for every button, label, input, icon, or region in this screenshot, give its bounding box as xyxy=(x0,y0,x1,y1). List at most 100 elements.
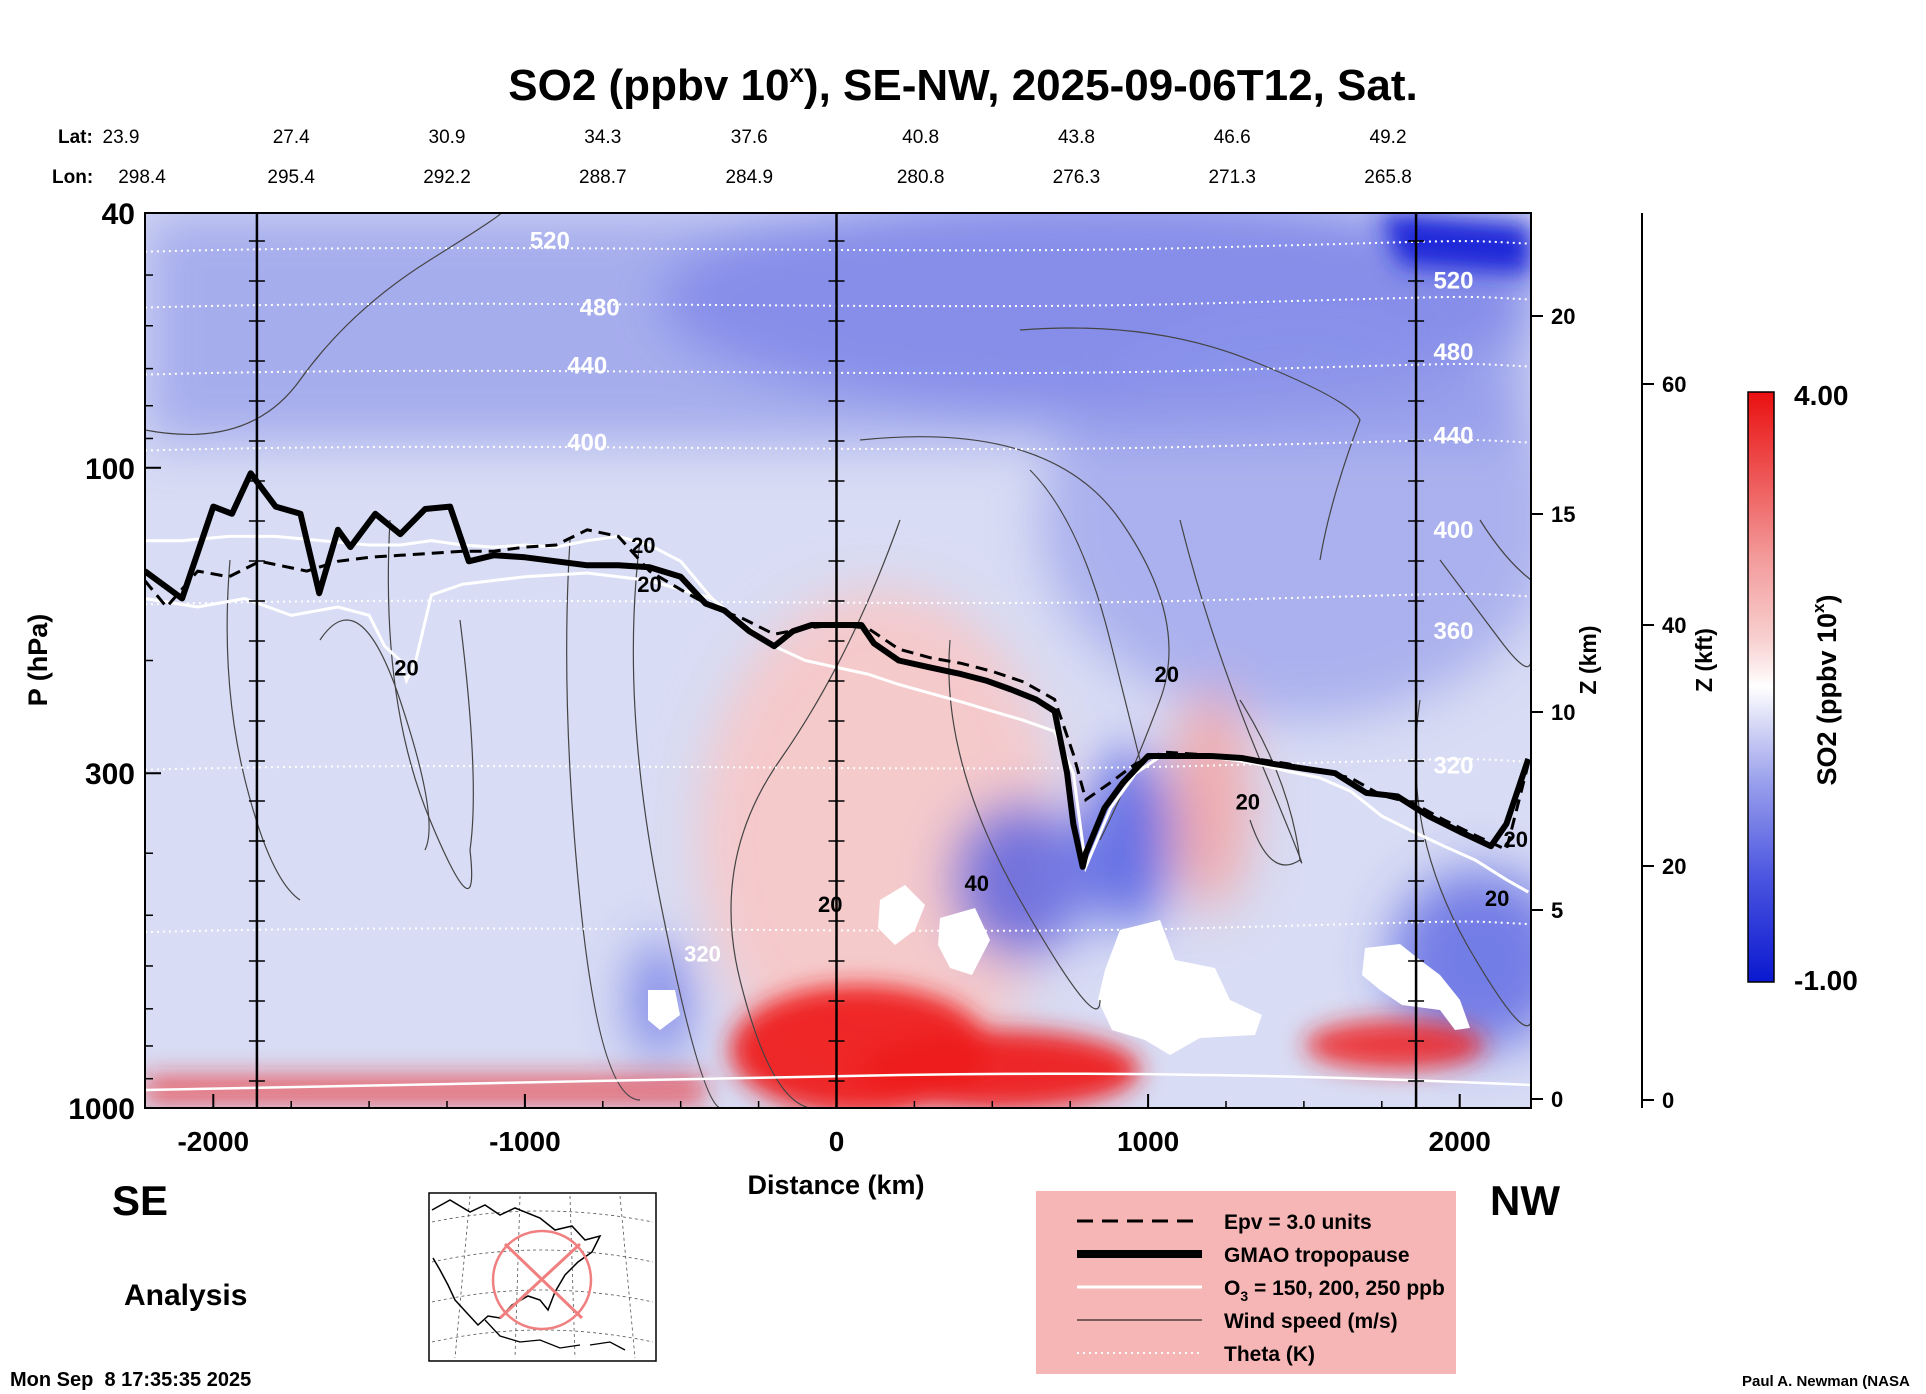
deep-blue-top xyxy=(1380,213,1531,275)
shading-soft-layer xyxy=(145,213,1531,1090)
z-kft-tick-label: 60 xyxy=(1662,372,1686,397)
wind-label: 20 xyxy=(1504,827,1528,852)
lon-value: 271.3 xyxy=(1208,167,1256,188)
lat-value: 49.2 xyxy=(1370,127,1407,148)
colorbar-min-label: -1.00 xyxy=(1794,965,1858,996)
mid-blue-blob-2 xyxy=(1085,750,1175,930)
z-km-axis: 0 5 10 15 20 xyxy=(1530,213,1575,1112)
lon-value: 276.3 xyxy=(1053,167,1101,188)
theta-label-left: 480 xyxy=(580,295,620,322)
o3-line-250 xyxy=(145,571,713,685)
wind-contour-10 xyxy=(1029,469,1141,761)
z-km-tick-label: 0 xyxy=(1551,1087,1563,1112)
contour-labels: 520 480 440 400 520 480 440 400 360 320 320 20 20 20 4… xyxy=(394,228,1528,967)
theta-contour-0 xyxy=(145,240,1531,253)
lat-value: 37.6 xyxy=(731,127,768,148)
z-km-tick-label: 10 xyxy=(1551,700,1575,725)
wind-contour-4 xyxy=(566,539,641,1101)
lon-value: 295.4 xyxy=(267,167,315,188)
z-kft-tick-label: 40 xyxy=(1662,613,1686,638)
lat-value: 23.9 xyxy=(103,127,140,148)
wind-label: 20 xyxy=(818,892,842,917)
wind-contour-9 xyxy=(1019,327,1361,561)
legend-label: Wind speed (m/s) xyxy=(1224,1310,1398,1333)
z-kft-tick-label: 20 xyxy=(1662,854,1686,879)
lon-value: 265.8 xyxy=(1364,167,1412,188)
wind-contour-15 xyxy=(1479,519,1531,581)
vertical-lines xyxy=(248,213,1425,1108)
colorbar-title: SO2 (ppbv 10x) xyxy=(1809,594,1842,785)
legend-label: Theta (K) xyxy=(1224,1343,1315,1366)
lat-label: Lat: xyxy=(58,127,93,148)
y-tick-label: 1000 xyxy=(68,1093,135,1126)
tropopause-line xyxy=(145,470,1531,870)
theta-label-320: 320 xyxy=(684,941,721,966)
theta-contour-2 xyxy=(145,362,1531,376)
red-plume-3 xyxy=(1305,1020,1485,1070)
theta-surface-line xyxy=(145,1072,1531,1092)
legend: Epv = 3.0 units GMAO tropopause O3 = 150, … xyxy=(1036,1191,1456,1374)
colorbar: 4.00 -1.00 SO2 (ppbv 10x) xyxy=(1747,380,1858,996)
direction-right-label: NW xyxy=(1490,1177,1560,1224)
y-tick-label: 300 xyxy=(85,758,135,791)
theta-contour-3 xyxy=(145,438,1531,452)
wind-label: 20 xyxy=(394,655,418,680)
wind-contour-0 xyxy=(145,213,502,436)
chart-title: SO2 (ppbv 10x), SE-NW, 2025-09-06T12, Sa… xyxy=(508,58,1417,110)
wind-label: 20 xyxy=(1155,662,1179,687)
wind-contour-12 xyxy=(1239,699,1301,866)
pink-column xyxy=(1170,690,1250,910)
z-km-tick-label: 15 xyxy=(1551,502,1575,527)
theta-contour-4 xyxy=(145,592,1531,606)
lat-value: 46.6 xyxy=(1214,127,1251,148)
theta-label-right: 320 xyxy=(1433,753,1473,780)
o3-line-150 xyxy=(145,534,1530,894)
wind-contour-2 xyxy=(319,619,430,851)
wind-contour-6 xyxy=(730,519,901,1108)
z-kft-tick-label: 0 xyxy=(1662,1088,1674,1113)
shading-sharp-layer xyxy=(145,213,1531,1108)
z-km-tick-label: 5 xyxy=(1551,898,1563,923)
lon-value: 288.7 xyxy=(579,167,627,188)
y-axis: 40 100 300 1000 xyxy=(68,198,161,1126)
inset-map xyxy=(428,1192,657,1362)
lat-value: 40.8 xyxy=(902,127,939,148)
theta-label-right: 520 xyxy=(1433,268,1473,295)
lon-value: 298.4 xyxy=(118,167,166,188)
theta-contour-6 xyxy=(145,920,1531,934)
direction-left-label: SE xyxy=(112,1177,168,1224)
colorbar-max-label: 4.00 xyxy=(1794,380,1849,411)
theta-label-left: 400 xyxy=(567,430,607,457)
trop-lines xyxy=(145,470,1531,894)
lon-value: 280.8 xyxy=(897,167,945,188)
wind-contour-1 xyxy=(226,559,301,901)
theta-contour-5 xyxy=(145,758,1531,771)
theta-label-right: 480 xyxy=(1433,339,1473,366)
legend-label: Epv = 3.0 units xyxy=(1224,1211,1372,1234)
theta-contours xyxy=(145,240,1531,1092)
wind-contour-7 xyxy=(859,436,1170,841)
plot-area: 520 480 440 400 520 480 440 400 360 320 320 20 20 20 4… xyxy=(145,213,1531,1108)
missing-patch-3 xyxy=(1098,920,1262,1055)
theta-label-right: 440 xyxy=(1433,422,1473,449)
latlon-header: Lat: Lon: 23.9 27.4 30.9 34.3 37.6 40.8 43.8 46… xyxy=(52,127,1412,188)
colorbar-gradient xyxy=(1747,391,1775,983)
mid-blue-blob-1 xyxy=(950,800,1090,960)
z-kft-axis-label: Z (kft) xyxy=(1691,628,1717,692)
lon-value: 292.2 xyxy=(423,167,471,188)
theta-label-left: 440 xyxy=(567,353,607,380)
x-tick-label: -2000 xyxy=(177,1126,249,1157)
wind-label: 20 xyxy=(631,533,655,558)
legend-label: GMAO tropopause xyxy=(1224,1244,1410,1267)
theta-label-right: 400 xyxy=(1433,517,1473,544)
right-blue-blob xyxy=(1040,320,1531,720)
theta-label-right: 360 xyxy=(1433,618,1473,645)
z-km-axis-label: Z (km) xyxy=(1575,626,1601,695)
lat-value: 27.4 xyxy=(273,127,310,148)
x-tick-label: -1000 xyxy=(489,1126,561,1157)
wind-label: 20 xyxy=(1236,789,1260,814)
wind-contour-14 xyxy=(1439,559,1531,668)
lat-value: 30.9 xyxy=(429,127,466,148)
analysis-label: Analysis xyxy=(124,1279,247,1312)
